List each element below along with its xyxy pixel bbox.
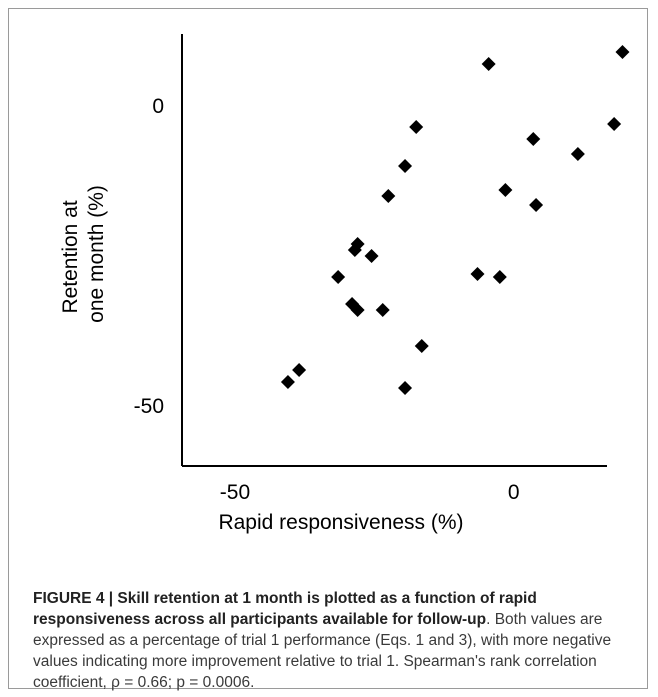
y-axis-label: Retention at one month (%) (59, 185, 108, 323)
data-point (414, 339, 429, 353)
data-point (398, 381, 413, 395)
data-point (350, 303, 365, 317)
data-point (375, 303, 390, 317)
y-axis-label-line-2: one month (%) (85, 185, 108, 323)
y-tick-label: -50 (134, 395, 164, 418)
data-point (529, 198, 544, 212)
data-point (526, 132, 541, 146)
x-tick-label: 0 (508, 481, 520, 504)
data-point (615, 45, 630, 59)
data-point (398, 159, 413, 173)
x-tick-label: -50 (220, 481, 250, 504)
data-point (350, 237, 365, 251)
data-point (381, 189, 396, 203)
y-tick-label: 0 (152, 95, 164, 118)
caption-title: FIGURE 4 | Skill retention at 1 month is… (33, 590, 537, 628)
data-point (470, 267, 485, 281)
data-point (331, 270, 346, 284)
data-point (607, 117, 622, 131)
scatter-chart: -50 0 0 -50 Rapid responsiveness (%) Retent… (59, 34, 630, 534)
figure-caption: FIGURE 4 | Skill retention at 1 month is… (33, 588, 645, 693)
data-point (409, 120, 424, 134)
caption-body: . Both values are expressed as a percent… (33, 611, 612, 691)
data-point (364, 249, 379, 263)
data-point (481, 57, 496, 71)
data-point (498, 183, 513, 197)
data-point (570, 147, 585, 161)
data-point (292, 363, 307, 377)
figure-frame: -50 0 0 -50 Rapid responsiveness (%) Retent… (8, 8, 648, 691)
data-point (280, 375, 295, 389)
y-axis-label-line-1: Retention at (59, 200, 82, 313)
x-axis-label: Rapid responsiveness (%) (218, 511, 463, 534)
data-point (492, 270, 507, 284)
